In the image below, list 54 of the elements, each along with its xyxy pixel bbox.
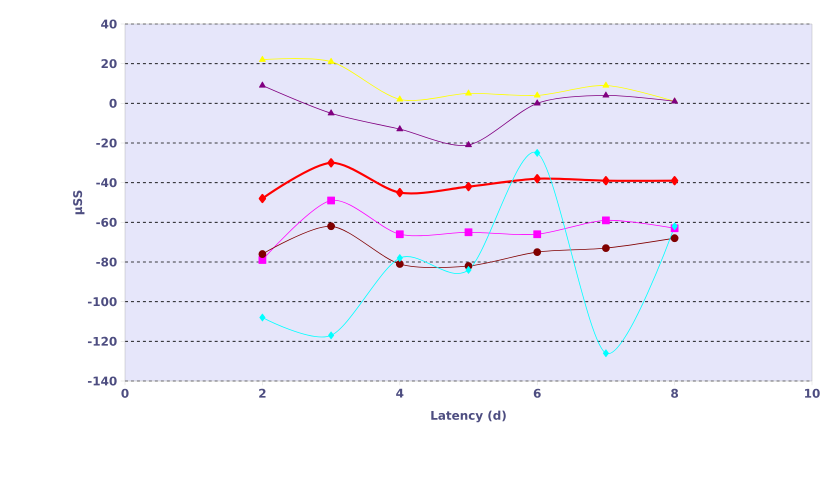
y-tick-label: -20	[96, 138, 117, 148]
point	[533, 230, 542, 238]
point	[327, 158, 335, 168]
y-tick-label: -60	[96, 218, 117, 227]
y-tick-label: -120	[88, 336, 117, 346]
point	[602, 176, 610, 186]
point	[533, 248, 542, 256]
point	[328, 109, 335, 116]
x-axis-title: Latency (d)	[431, 410, 506, 422]
point	[396, 95, 404, 102]
point	[327, 196, 335, 204]
y-tick-label: 40	[101, 19, 117, 29]
y-tick-label: -40	[96, 178, 117, 188]
y-tick-label: -100	[88, 297, 117, 306]
point	[534, 99, 541, 106]
point	[533, 174, 541, 184]
x-tick-label: 10	[805, 388, 820, 398]
point	[396, 230, 404, 238]
point	[328, 331, 334, 340]
point	[258, 250, 266, 258]
point	[534, 149, 540, 157]
x-tick-label: 6	[534, 388, 541, 398]
point	[396, 254, 403, 262]
point	[534, 92, 541, 98]
point	[464, 228, 472, 236]
point	[464, 182, 472, 192]
point	[396, 260, 404, 268]
point	[327, 222, 335, 230]
point	[465, 141, 472, 148]
point	[602, 349, 609, 358]
x-tick-label: 2	[259, 388, 266, 398]
x-tick-label: 8	[671, 388, 678, 398]
y-tick-label: 20	[102, 59, 117, 68]
point	[258, 194, 266, 204]
point	[670, 234, 678, 242]
point	[259, 314, 266, 322]
point	[258, 56, 266, 62]
point	[396, 188, 404, 198]
y-tick-label: -140	[88, 376, 117, 386]
x-tick-label: 4	[396, 388, 404, 398]
point	[465, 90, 472, 96]
point	[602, 82, 610, 88]
point	[465, 266, 472, 274]
point	[602, 244, 610, 252]
y-tick-label: -80	[96, 257, 117, 267]
point	[396, 125, 404, 132]
point	[602, 92, 610, 98]
point	[670, 176, 678, 186]
y-tick-label: 0	[109, 98, 117, 108]
x-tick-label: 0	[121, 388, 129, 398]
point	[602, 216, 610, 224]
point	[258, 82, 266, 88]
point	[328, 58, 335, 64]
y-axis-title: µSS	[73, 190, 84, 214]
